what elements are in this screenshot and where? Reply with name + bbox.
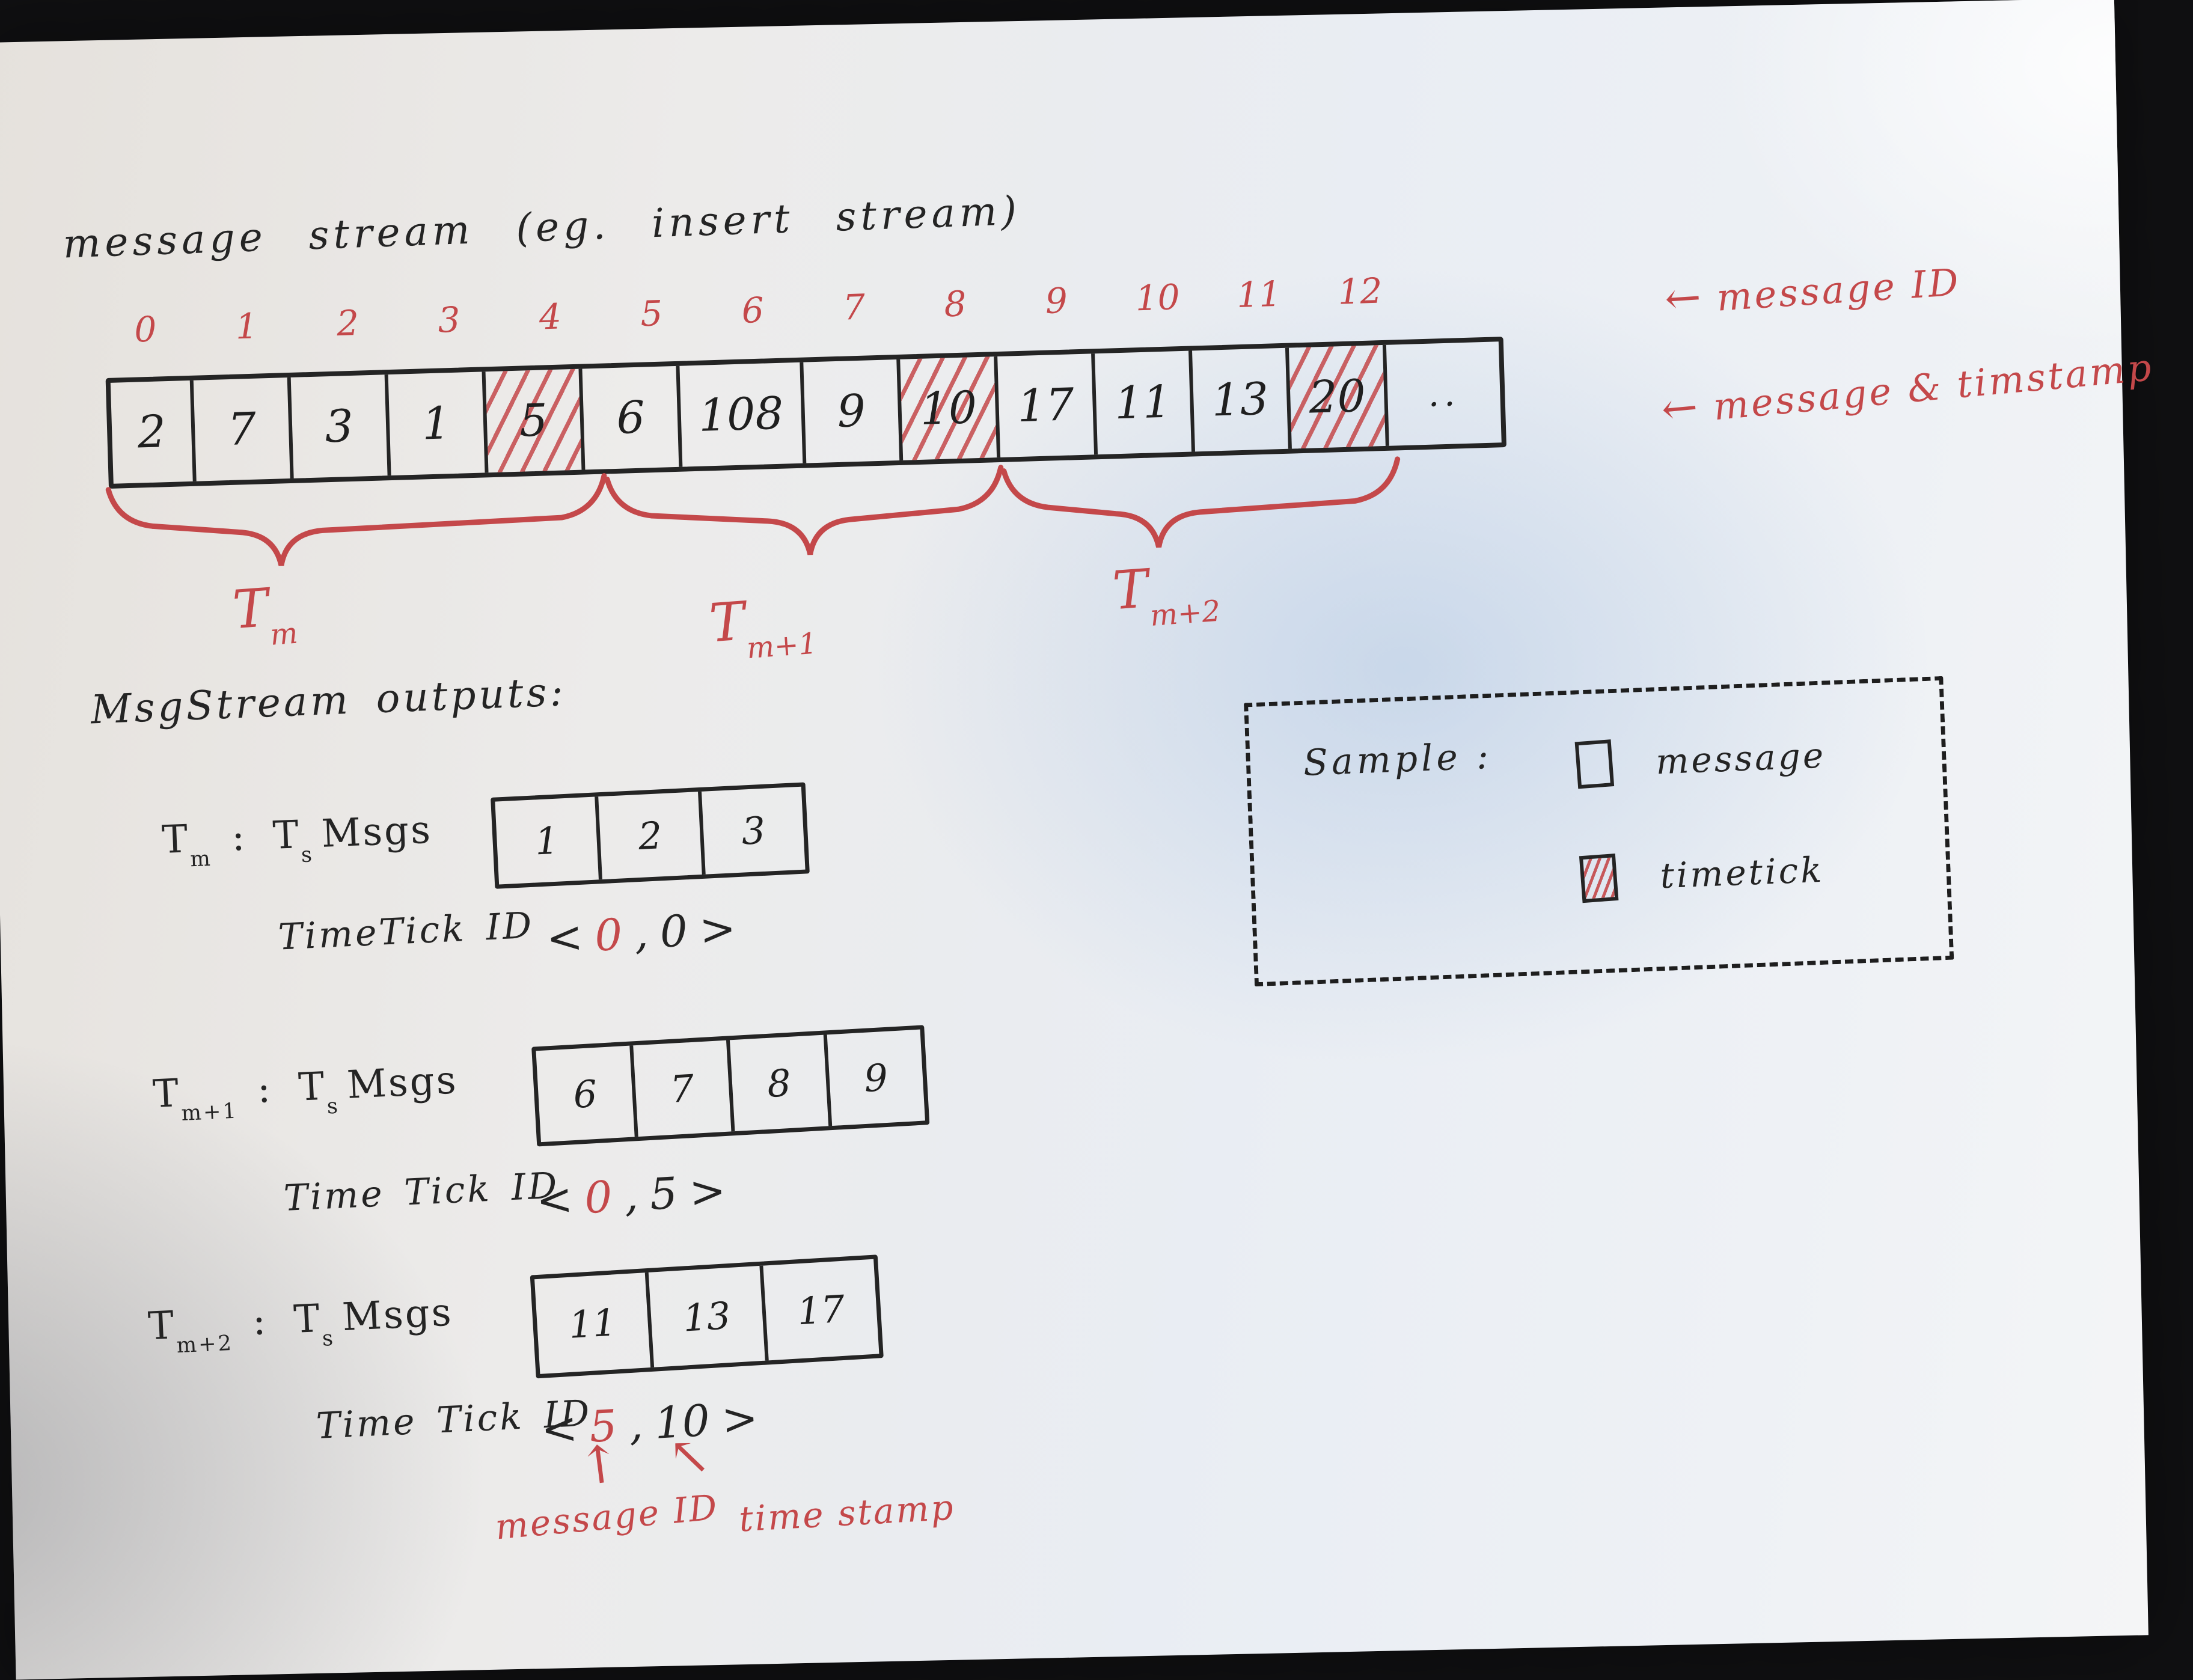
tuple-separator: , [622, 1170, 640, 1221]
angle-close: > [688, 1165, 727, 1218]
ts-msgs-label: Ts Msgs [297, 1058, 459, 1119]
annotation-message-id-text: message ID [1715, 260, 1962, 320]
stream-cell: 6 [582, 365, 683, 470]
message-id-index: 11 [1236, 273, 1282, 316]
legend-item-label: timetick [1659, 849, 1825, 897]
output-cell: 1 [495, 796, 602, 885]
stream-cell: 20 [1289, 344, 1389, 449]
stream-cell: 7 [194, 377, 294, 481]
message-id-index: 6 [741, 289, 765, 331]
page-title: message stream (eg. insert stream) [62, 187, 1022, 267]
tuple-timestamp: 5 [648, 1167, 679, 1220]
stream-cell: 9 [803, 359, 904, 463]
output-cell: 2 [598, 791, 706, 880]
left-arrow-icon: ← [1663, 271, 1705, 325]
stream-cell: 1 [388, 371, 489, 476]
output-row-tm2: Tm+2: Ts Msgs [147, 1290, 454, 1358]
message-id-index: 12 [1337, 270, 1383, 313]
tuple-separator: , [632, 907, 650, 959]
message-id-index: 4 [538, 296, 562, 338]
stream-cell: 2 [110, 380, 197, 484]
legend-item-timetick: timetick [1579, 846, 1825, 903]
message-id-index: 1 [234, 305, 258, 347]
output-cell: 7 [632, 1040, 735, 1137]
annotation-message-timestamp: ← message & timstamp [1659, 340, 2155, 435]
pointer-label-message-id: message ID [493, 1486, 721, 1548]
stream-cell: 13 [1191, 347, 1292, 452]
output-cell: 6 [536, 1045, 638, 1143]
tuple-message-id: 0 [583, 1171, 614, 1224]
message-id-index: 0 [133, 308, 158, 350]
left-arrow-icon: ← [1659, 380, 1702, 435]
brace-tm2 [1001, 456, 1401, 548]
timetick-tuple-tm1: <0, 5 > [529, 1165, 733, 1227]
message-id-index: 8 [943, 283, 967, 325]
output-window-name: Tm+1 [151, 1071, 239, 1126]
up-left-arrow-icon: ↖ [667, 1426, 712, 1487]
output-row-tm: Tm: Ts Msgs [161, 807, 433, 872]
stream-cell: 10 [900, 356, 1001, 460]
angle-open: < [545, 911, 584, 964]
output-row-tm1: Tm+1: Ts Msgs [151, 1058, 459, 1126]
output-cell: 17 [796, 1286, 846, 1333]
window-label-tm: Tm [230, 576, 299, 652]
up-arrow-icon: ↑ [574, 1432, 625, 1498]
annotation-message-id: ← message ID [1663, 255, 1962, 325]
stream-cell: 17 [997, 353, 1098, 457]
stream-cell: 108 [679, 362, 806, 467]
legend-title: Sample : [1302, 735, 1493, 784]
annotation-message-timestamp-text: message & timstamp [1711, 345, 2156, 429]
legend-item-message: message [1574, 732, 1827, 789]
pointer-label-timestamp: time stamp [738, 1486, 956, 1540]
stream-cell: 3 [290, 374, 391, 478]
message-id-index: 5 [640, 293, 664, 335]
outputs-heading: MsgStream outputs: [90, 668, 567, 733]
angle-open: < [539, 1402, 579, 1455]
legend-item-label: message [1654, 735, 1827, 783]
message-id-index: 2 [336, 302, 360, 344]
output-cell: 3 [740, 808, 766, 854]
window-label-tm2: Tm+2 [1110, 557, 1222, 634]
angle-open: < [534, 1173, 574, 1226]
angle-close: > [698, 902, 738, 955]
timetick-label-tm1: Time Tick ID [283, 1164, 560, 1220]
ts-msgs-label: Ts Msgs [272, 807, 433, 867]
timetick-label-tm: TimeTick ID [277, 904, 535, 959]
stream-cell: 11 [1094, 350, 1195, 455]
tuple-message-id: 0 [593, 909, 624, 961]
output-cell: 8 [729, 1034, 832, 1132]
stream-cell: .. [1427, 373, 1461, 415]
output-cell: 11 [534, 1272, 655, 1374]
output-box-tm2: 11 13 17 [530, 1254, 884, 1379]
output-cell: 13 [649, 1265, 769, 1367]
ts-msgs-label: Ts Msgs [292, 1290, 454, 1351]
timetick-tuple-tm: <0, 0 > [539, 902, 743, 964]
window-label-tm1: Tm+1 [707, 590, 819, 666]
message-id-index: 9 [1044, 279, 1068, 322]
stream-cell: 5 [485, 368, 586, 473]
window-braces [105, 456, 1401, 566]
brace-tm [105, 473, 607, 566]
tuple-separator: , [627, 1399, 644, 1450]
message-id-index: 7 [842, 286, 866, 328]
angle-close: > [720, 1392, 760, 1445]
legend-box: Sample : message timetick [1244, 676, 1954, 987]
timetick-swatch [1579, 854, 1619, 903]
brace-tm1 [604, 465, 1004, 555]
tuple-timestamp: 0 [658, 905, 689, 958]
output-window-name: Tm+2 [147, 1303, 234, 1358]
message-id-index: 10 [1134, 276, 1181, 319]
output-window-name: Tm [161, 817, 213, 872]
message-swatch [1574, 739, 1615, 789]
message-id-index: 3 [437, 299, 461, 341]
output-cell: 9 [863, 1055, 889, 1101]
